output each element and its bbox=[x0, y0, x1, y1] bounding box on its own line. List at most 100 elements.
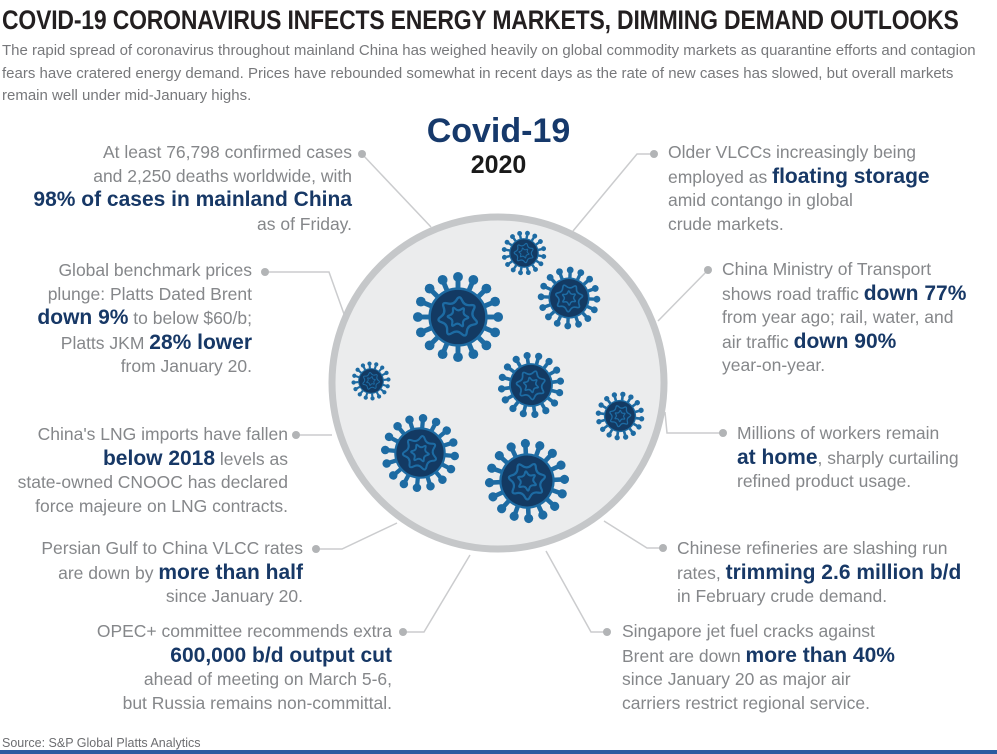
virus-cluster bbox=[351, 230, 645, 524]
connector-dot bbox=[719, 429, 727, 437]
callout-text: to below $60/b; bbox=[128, 308, 252, 328]
callout-text: year-on-year. bbox=[722, 355, 826, 375]
callout-emphasis-text: down 77% bbox=[863, 281, 967, 305]
connector-line-china-transport bbox=[657, 269, 709, 322]
page-subtitle: The rapid spread of coronavirus througho… bbox=[2, 42, 976, 104]
source-credit: Source: S&P Global Platts Analytics bbox=[2, 736, 201, 750]
callout-line: Millions of workers remain bbox=[737, 422, 959, 446]
callout-text: Singapore jet fuel cracks against bbox=[622, 621, 875, 641]
callout-text: in February crude demand. bbox=[677, 586, 888, 606]
callout-line: but Russia remains non-committal. bbox=[97, 692, 392, 716]
callout-emphasis-text: down 90% bbox=[793, 329, 897, 353]
coronavirus-icon bbox=[497, 351, 565, 419]
callout-confirmed-cases: At least 76,798 confirmed cases and 2,250… bbox=[33, 141, 352, 236]
footer-accent-bar bbox=[0, 750, 997, 754]
callout-text: China's LNG imports have fallen bbox=[37, 424, 288, 444]
callout-china-transport: China Ministry of Transport shows road tr… bbox=[722, 258, 966, 378]
callout-refinery-runs: Chinese refineries are slashing run rates… bbox=[677, 537, 961, 609]
callout-line: rates, trimming 2.6 million b/d bbox=[677, 561, 961, 586]
callout-text: and 2,250 deaths worldwide, with bbox=[93, 165, 352, 186]
connector-line-floating-storage bbox=[572, 153, 654, 232]
callout-line: year-on-year. bbox=[722, 354, 966, 378]
callout-line: since January 20. bbox=[41, 585, 303, 609]
callout-lng-imports: China's LNG imports have fallen below 201… bbox=[18, 423, 288, 518]
callout-line: China Ministry of Transport bbox=[722, 258, 966, 282]
callout-text: Global benchmark prices bbox=[58, 260, 252, 280]
callout-text: Older VLCCs increasingly being bbox=[668, 142, 917, 162]
callout-line: Platts JKM 28% lower bbox=[37, 331, 252, 356]
callout-text: Brent are down bbox=[622, 645, 746, 666]
callout-benchmark-prices: Global benchmark prices plunge: Platts Da… bbox=[37, 259, 252, 379]
callout-jet-fuel: Singapore jet fuel cracks against Brent a… bbox=[622, 620, 895, 715]
callout-line: carriers restrict regional service. bbox=[622, 692, 895, 716]
callout-text: air traffic bbox=[722, 331, 794, 352]
connector-line-opec-committee bbox=[403, 554, 471, 633]
callout-text: from year ago; rail, water, and bbox=[722, 307, 954, 327]
callout-text: since January 20. bbox=[165, 586, 303, 606]
callout-emphasis-text: 98% of cases in mainland China bbox=[33, 188, 352, 211]
callout-text: Millions of workers remain bbox=[737, 423, 940, 443]
callout-text: since January 20 as major air bbox=[622, 669, 851, 689]
callout-line: plunge: Platts Dated Brent bbox=[37, 283, 252, 307]
callout-line: since January 20 as major air bbox=[622, 668, 895, 692]
callout-line: and 2,250 deaths worldwide, with bbox=[33, 165, 352, 189]
callout-workers-home: Millions of workers remain at home, sharp… bbox=[737, 422, 959, 494]
callout-line: Global benchmark prices bbox=[37, 259, 252, 283]
coronavirus-icon bbox=[380, 413, 460, 493]
callout-line: from year ago; rail, water, and bbox=[722, 306, 966, 330]
connector-dot bbox=[312, 545, 320, 553]
connector-dot bbox=[704, 266, 712, 274]
callout-emphasis-text: more than 40% bbox=[745, 643, 895, 667]
connector-dot bbox=[261, 268, 269, 276]
connector-line-benchmark-prices bbox=[265, 271, 345, 315]
callout-text: rates, bbox=[677, 562, 726, 583]
connector-line-workers-home bbox=[664, 411, 723, 434]
callout-vlcc-rates: Persian Gulf to China VLCC rates are down… bbox=[41, 537, 303, 609]
callout-text: Platts JKM bbox=[60, 332, 150, 353]
callout-text: amid contango in global bbox=[668, 190, 853, 210]
callout-text: China Ministry of Transport bbox=[722, 259, 932, 279]
connector-dot bbox=[292, 431, 300, 439]
callout-text: refined product usage. bbox=[737, 471, 912, 491]
connector-dot bbox=[399, 628, 407, 636]
callout-text: but Russia remains non-committal. bbox=[122, 692, 392, 713]
callout-text: , sharply curtailing bbox=[817, 447, 959, 468]
connector-dot bbox=[603, 628, 611, 636]
center-title-block: Covid-19 2020 bbox=[0, 112, 997, 180]
connector-line-refinery-runs bbox=[603, 520, 663, 549]
callout-line: down 9% to below $60/b; bbox=[37, 306, 252, 331]
callout-text: ahead of meeting on March 5-6, bbox=[143, 669, 392, 689]
callout-line: 98% of cases in mainland China bbox=[33, 188, 352, 213]
coronavirus-icon bbox=[351, 361, 391, 401]
callout-line: OPEC+ committee recommends extra bbox=[97, 620, 392, 644]
callout-line: state-owned CNOOC has declared bbox=[18, 471, 288, 495]
callout-text: state-owned CNOOC has declared bbox=[17, 472, 288, 492]
callout-line: refined product usage. bbox=[737, 470, 959, 494]
connector-line-confirmed-cases bbox=[361, 153, 432, 228]
callout-text: as of Friday. bbox=[257, 213, 352, 234]
coronavirus-icon bbox=[484, 438, 570, 524]
callout-emphasis-text: 600,000 b/d output cut bbox=[170, 643, 392, 667]
coronavirus-icon bbox=[595, 391, 645, 441]
callout-line: 600,000 b/d output cut bbox=[97, 644, 392, 669]
callout-text: crude markets. bbox=[668, 213, 784, 234]
callout-line: are down by more than half bbox=[41, 561, 303, 586]
callout-line: Chinese refineries are slashing run bbox=[677, 537, 961, 561]
callout-text: carriers restrict regional service. bbox=[622, 692, 870, 713]
callout-line: shows road traffic down 77% bbox=[722, 282, 966, 307]
coronavirus-icon bbox=[412, 271, 504, 363]
callout-line: below 2018 levels as bbox=[18, 447, 288, 472]
coronavirus-icon bbox=[501, 230, 547, 276]
connector-line-jet-fuel bbox=[545, 550, 607, 633]
callout-line: from January 20. bbox=[37, 355, 252, 379]
callout-emphasis-text: trimming 2.6 million b/d bbox=[725, 560, 962, 584]
callout-text: are down by bbox=[58, 562, 159, 583]
callout-opec-committee: OPEC+ committee recommends extra 600,000 … bbox=[97, 620, 392, 715]
callout-text: Persian Gulf to China VLCC rates bbox=[41, 538, 303, 558]
callout-line: as of Friday. bbox=[33, 213, 352, 237]
callout-line: Older VLCCs increasingly being bbox=[668, 141, 930, 165]
callout-line: crude markets. bbox=[668, 213, 930, 237]
callout-text: levels as bbox=[215, 448, 288, 469]
callout-emphasis-text: floating storage bbox=[772, 164, 930, 188]
coronavirus-icon bbox=[537, 266, 601, 330]
